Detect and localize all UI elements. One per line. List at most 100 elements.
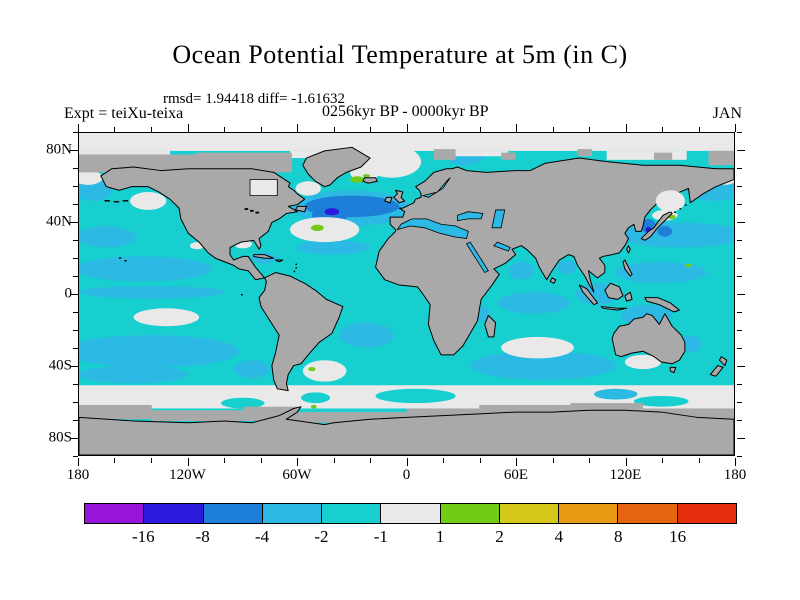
- axis-tick: [552, 126, 554, 132]
- madagascar: [485, 315, 496, 336]
- southern-ring-patches: [220, 388, 689, 409]
- axis-tick: [73, 258, 78, 259]
- axis-tick: [736, 348, 742, 349]
- australia: [612, 314, 685, 364]
- axis-tick: [187, 457, 189, 466]
- x-axis-labels: 180 120W 60W 0 60E 120E 180: [67, 467, 747, 487]
- philippines: [623, 260, 632, 276]
- axis-tick: [78, 123, 79, 132]
- axis-tick: [70, 438, 78, 439]
- baltic-sea: [423, 178, 450, 198]
- axis-tick: [260, 457, 262, 463]
- colorbar-segment: [143, 504, 203, 523]
- colorbar-segment: [321, 504, 381, 523]
- axis-tick: [625, 123, 627, 132]
- axis-tick: [73, 186, 78, 187]
- y-axis-ticks-right: [736, 132, 746, 457]
- axis-tick: [736, 186, 742, 187]
- colorbar-labels: -16 -8 -4 -2 -1 1 2 4 8 16: [84, 527, 737, 549]
- inland-seas-layer: [250, 178, 685, 273]
- colorbar-segment: [85, 504, 144, 523]
- taiwan: [627, 246, 631, 253]
- axis-tick: [736, 203, 742, 205]
- axis-tick: [589, 126, 590, 132]
- axis-tick: [73, 330, 78, 331]
- axis-tick: [736, 419, 742, 421]
- axis-tick: [736, 240, 742, 241]
- colorbar-tick-label: 1: [435, 527, 445, 546]
- y-axis-tick-label: 80S: [48, 429, 72, 446]
- axis-tick: [443, 126, 444, 132]
- axis-tick: [698, 457, 700, 463]
- colorbar-segment: [498, 504, 559, 523]
- axis-tick: [333, 126, 335, 132]
- axis-tick: [736, 258, 742, 259]
- axis-tick: [625, 457, 627, 466]
- map-frame: [78, 132, 735, 456]
- antarctica: [79, 407, 734, 455]
- rmsd-diff-label: rmsd= 1.94418 diff= -1.61632: [163, 91, 346, 107]
- axis-tick: [736, 167, 742, 169]
- ireland: [385, 197, 392, 202]
- sri-lanka: [550, 278, 555, 283]
- plot-title: Ocean Potential Temperature at 5m (in C): [172, 40, 628, 69]
- red-sea: [467, 242, 489, 272]
- x-axis-ticks-top: [78, 123, 736, 132]
- axis-tick: [736, 366, 745, 367]
- axis-tick: [736, 402, 742, 403]
- anomaly-neg4-layer: [79, 150, 734, 384]
- x-axis-ticks-bottom: [78, 457, 736, 467]
- new-zealand-north: [719, 357, 726, 366]
- mediterranean-sea: [397, 219, 468, 239]
- cuba: [254, 255, 274, 259]
- hispaniola: [276, 260, 283, 262]
- axis-tick: [516, 457, 517, 466]
- axis-tick: [150, 126, 152, 132]
- axis-tick: [736, 294, 745, 295]
- axis-tick: [736, 149, 745, 151]
- colorbar-tick-label: -1: [373, 527, 388, 546]
- colorbar-segment: [439, 504, 499, 523]
- axis-tick: [73, 275, 78, 277]
- new-guinea: [645, 298, 680, 312]
- axis-tick: [73, 348, 78, 349]
- axis-tick: [73, 456, 78, 457]
- colorbar-tick-label: 8: [614, 527, 623, 546]
- axis-tick: [70, 222, 78, 223]
- axis-tick: [736, 456, 742, 457]
- axis-tick: [78, 457, 79, 466]
- axis-tick: [406, 457, 408, 466]
- anomaly-warm-layer: [308, 174, 692, 409]
- axis-tick: [73, 402, 78, 403]
- java: [601, 307, 626, 311]
- axis-tick: [661, 126, 663, 132]
- axis-tick: [114, 126, 116, 132]
- y-axis-tick-label: 0: [64, 285, 73, 302]
- axis-tick: [297, 123, 298, 132]
- axis-tick: [73, 312, 78, 313]
- axis-tick: [150, 457, 152, 463]
- axis-tick: [73, 132, 78, 133]
- axis-tick: [73, 167, 78, 169]
- colorbar-tick-label: 16: [669, 527, 687, 546]
- y-axis-tick-label: 40S: [48, 357, 72, 374]
- x-axis-tick-label: 120W: [169, 467, 206, 483]
- axis-tick: [223, 457, 225, 463]
- colorbar-tick-label: 4: [554, 527, 564, 546]
- axis-tick: [70, 366, 78, 367]
- axis-tick: [736, 438, 745, 439]
- axis-tick: [73, 240, 78, 241]
- axis-tick: [333, 457, 335, 463]
- axis-tick: [479, 126, 481, 132]
- x-axis-tick-label: 180: [723, 467, 747, 483]
- persian-gulf: [494, 242, 510, 251]
- axis-tick: [736, 132, 742, 133]
- colorbar-segment: [261, 504, 322, 523]
- axis-tick: [406, 123, 408, 132]
- axis-tick: [736, 275, 742, 277]
- sea-of-okhotsk: [655, 190, 685, 212]
- colorbar-segment: [617, 504, 677, 523]
- axis-tick: [736, 312, 742, 313]
- axis-tick: [661, 457, 663, 463]
- axis-tick: [73, 203, 78, 205]
